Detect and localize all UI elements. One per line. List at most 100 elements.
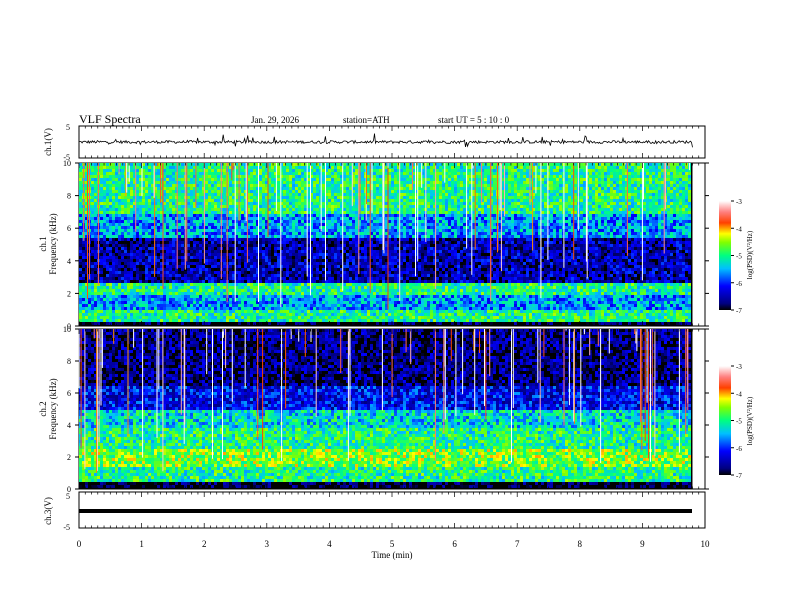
spectrogram-cell [592, 193, 595, 196]
spectrogram-cell [340, 169, 343, 172]
spectrogram-cell [556, 223, 559, 226]
spectrogram-cell [433, 208, 436, 211]
spectrogram-cell [589, 166, 592, 169]
spectrogram-cell [469, 208, 472, 211]
spectrogram-cell [532, 163, 535, 166]
spectrogram-cell [400, 229, 403, 232]
spectrogram-cell [214, 226, 217, 229]
spectrogram-cell [163, 178, 166, 181]
spectrogram-cell [343, 163, 346, 166]
spectrogram-cell [205, 232, 208, 235]
spectrogram-cell [643, 190, 646, 193]
spectrogram-cell [151, 175, 154, 178]
spectrogram-cell [274, 190, 277, 193]
spectrogram-cell [502, 229, 505, 232]
spectrogram-cell [601, 223, 604, 226]
spectrogram-cell [676, 184, 679, 187]
spectrogram-cell [334, 184, 337, 187]
spectrogram-cell [265, 196, 268, 199]
spectrogram-cell [259, 178, 262, 181]
spectrogram-cell [436, 226, 439, 229]
spectrogram-cell [379, 190, 382, 193]
spectrogram-cell [475, 175, 478, 178]
spectrogram-cell [655, 166, 658, 169]
spectrogram-cell [661, 196, 664, 199]
spectrogram-cell [610, 211, 613, 214]
spectrogram-cell [259, 232, 262, 235]
spectrogram-cell [391, 181, 394, 184]
spectrogram-cell [514, 175, 517, 178]
spectrogram-cell [616, 199, 619, 202]
spectrogram-cell [544, 226, 547, 229]
spectrogram-cell [637, 178, 640, 181]
spectrogram-cell [442, 190, 445, 193]
spectrogram-cell [625, 202, 628, 205]
spectrogram-cell [541, 214, 544, 217]
spectrogram-cell [511, 211, 514, 214]
spectrogram-cell [178, 217, 181, 220]
spectrogram-cell [166, 178, 169, 181]
spectrogram-cell [646, 184, 649, 187]
spectrogram-cell [190, 235, 193, 238]
spectrogram-cell [448, 190, 451, 193]
spectrogram-cell [544, 214, 547, 217]
spectrogram-cell [316, 220, 319, 223]
spectrogram-cell [172, 202, 175, 205]
spectrogram-cell [172, 226, 175, 229]
spectrogram-cell [679, 196, 682, 199]
spectrogram-cell [130, 178, 133, 181]
spectrogram-cell [673, 181, 676, 184]
spectrogram-cell [142, 214, 145, 217]
spectrogram-cell [295, 172, 298, 175]
spectrogram-cell [130, 169, 133, 172]
spectrogram-cell [190, 223, 193, 226]
spectrogram-cell [379, 214, 382, 217]
spectrogram-cell [331, 178, 334, 181]
spectrogram-cell [628, 187, 631, 190]
spectrogram-cell [118, 235, 121, 238]
spectrogram-cell [142, 187, 145, 190]
spectrogram-cell [103, 229, 106, 232]
spectrogram-cell [427, 208, 430, 211]
spectrogram-cell [202, 181, 205, 184]
spectrogram-cell [328, 169, 331, 172]
spectrogram-cell [325, 196, 328, 199]
spectrogram-cell [508, 205, 511, 208]
spectrogram-cell [682, 178, 685, 181]
spectrogram-cell [493, 184, 496, 187]
spectrogram-cell [592, 178, 595, 181]
spectrogram-cell [610, 199, 613, 202]
spectrogram-cell [127, 220, 130, 223]
spectrogram-cell [94, 196, 97, 199]
spectrogram-cell [571, 229, 574, 232]
spectrogram-cell [322, 220, 325, 223]
spectrogram-cell [295, 175, 298, 178]
spectrogram-cell [634, 187, 637, 190]
spectrogram-cell [199, 232, 202, 235]
spectrogram-cell [550, 166, 553, 169]
spectrogram-cell [460, 229, 463, 232]
spectrogram-cell [637, 190, 640, 193]
spectrogram-cell [148, 190, 151, 193]
spectrogram-cell [595, 202, 598, 205]
spectrogram-cell [514, 232, 517, 235]
spectrogram-cell [619, 172, 622, 175]
spectrogram-cell [574, 202, 577, 205]
spectrogram-cell [262, 217, 265, 220]
spectrogram-cell [565, 163, 568, 166]
spectrogram-cell [583, 211, 586, 214]
spectrogram-cell [325, 214, 328, 217]
spectrogram-cell [655, 196, 658, 199]
spectrogram-cell [448, 178, 451, 181]
spectrogram-cell [262, 205, 265, 208]
spectrogram-cell [655, 181, 658, 184]
spectrogram-cell [568, 172, 571, 175]
spectrogram-cell [454, 205, 457, 208]
spectrogram-cell [373, 175, 376, 178]
spectrogram-cell [217, 220, 220, 223]
spectrogram-cell [304, 211, 307, 214]
spectrogram-cell [451, 178, 454, 181]
spectrogram-cell [448, 193, 451, 196]
spectrogram-cell [301, 235, 304, 238]
spectrogram-cell [373, 190, 376, 193]
